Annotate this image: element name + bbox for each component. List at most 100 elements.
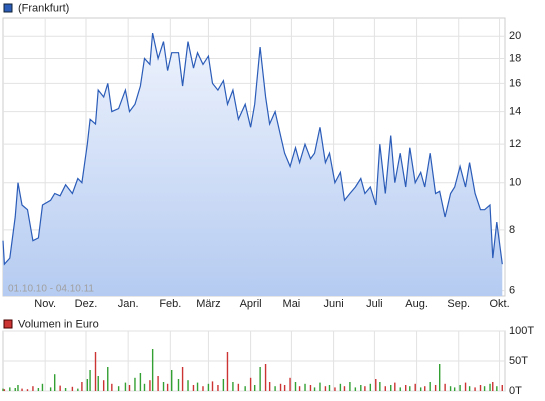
volume-bar [324, 386, 327, 391]
volume-bar [349, 382, 351, 391]
volume-bar [424, 386, 426, 391]
y-tick-label: 10 [509, 177, 521, 189]
x-tick-label: April [240, 298, 262, 310]
volume-bar [17, 385, 19, 391]
x-tick-label: Juni [323, 298, 343, 310]
volume-bar [211, 381, 214, 391]
volume-bar [438, 364, 441, 391]
volume-bar [111, 383, 113, 391]
volume-bar [232, 382, 234, 391]
volume-bar [414, 383, 416, 391]
legend-swatch [3, 319, 13, 329]
volume-bar [328, 385, 331, 391]
volume-bar [483, 386, 486, 391]
volume-bar [274, 386, 276, 391]
y-tick-label: 14 [509, 105, 521, 117]
volume-bar [479, 385, 482, 391]
volume-bar [244, 386, 246, 391]
volume-bar [97, 376, 99, 391]
volume-bar [124, 382, 127, 391]
volume-bar [170, 370, 173, 391]
volume-bar [384, 386, 386, 391]
volume-bar [107, 367, 109, 391]
volume-bar [139, 373, 142, 391]
volume-bar [134, 377, 136, 391]
x-tick-label: Feb. [159, 298, 181, 310]
volume-bar [409, 386, 411, 391]
volume-bar [9, 387, 11, 391]
volume-bar [369, 383, 372, 391]
y-tick-label: 50T [509, 355, 528, 367]
volume-bar [464, 382, 467, 391]
volume-bar [474, 387, 476, 391]
volume-bar [249, 377, 252, 391]
volume-bar [181, 367, 184, 391]
volume-bar [64, 388, 67, 391]
volume-bar [434, 385, 437, 391]
volume-bar [375, 379, 377, 391]
legend-label: (Frankfurt) [18, 2, 69, 14]
volume-bar [128, 385, 131, 391]
x-tick-label: Juli [366, 298, 383, 310]
volume-bar [429, 382, 431, 391]
x-tick-label: Dez. [75, 298, 98, 310]
volume-bar [294, 382, 297, 391]
volume-bar [102, 380, 105, 391]
volume-bar [21, 388, 23, 391]
volume-bar [187, 380, 189, 391]
volume-bar [77, 388, 79, 391]
volume-bar [89, 370, 91, 391]
volume-bar [166, 383, 169, 391]
date-range: 01.10.10 - 04.10.11 [8, 284, 94, 295]
volume-bar [364, 386, 366, 391]
x-tick-label: Aug. [405, 298, 428, 310]
legend-swatch [3, 3, 13, 13]
volume-bar [394, 382, 396, 391]
x-tick-label: Mai [283, 298, 301, 310]
price-line [2, 32, 503, 266]
x-tick-label: Jan. [118, 298, 139, 310]
volume-bar [86, 379, 89, 391]
y-tick-label: 0T [509, 385, 522, 397]
volume-bar [360, 385, 362, 391]
volume-bar [37, 388, 40, 391]
volume-bar [151, 349, 154, 391]
volume-bar [49, 387, 52, 391]
volume-bar [222, 379, 225, 391]
volume-bar [449, 386, 452, 391]
volume-bar [226, 352, 229, 391]
y-tick-label: 20 [509, 30, 521, 42]
volume-bar [217, 385, 219, 391]
volume-bar [71, 386, 74, 391]
volume-bar [283, 385, 286, 391]
volume-bar [32, 386, 34, 391]
y-tick-label: 16 [509, 77, 521, 89]
volume-bar [264, 364, 267, 391]
y-tick-label: 6 [509, 285, 515, 297]
legend-label: Volumen in Euro [18, 318, 99, 330]
volume-bar [489, 383, 491, 391]
volume-bar [53, 374, 56, 391]
volume-bar [379, 382, 381, 391]
y-tick-label: 8 [509, 224, 515, 236]
volume-bar [289, 377, 291, 391]
volume-bar [453, 387, 456, 391]
x-tick-label: Sep. [447, 298, 470, 310]
volume-bar [177, 379, 180, 391]
volume-bar [334, 387, 336, 391]
volume-bar [117, 386, 120, 391]
volume-bar [149, 380, 151, 391]
volume-bar [468, 386, 471, 391]
volume-bar [94, 352, 97, 391]
volume-bar [339, 383, 342, 391]
volume-bar [399, 387, 401, 391]
volume-bar [298, 386, 301, 391]
volume-bar [237, 383, 240, 391]
volume-bar [81, 382, 83, 391]
volume-bar [41, 383, 44, 391]
y-tick-label: 18 [509, 52, 521, 64]
volume-bar [279, 383, 282, 391]
volume-bar [192, 385, 195, 391]
area [3, 33, 503, 296]
volume-bar [501, 385, 503, 391]
